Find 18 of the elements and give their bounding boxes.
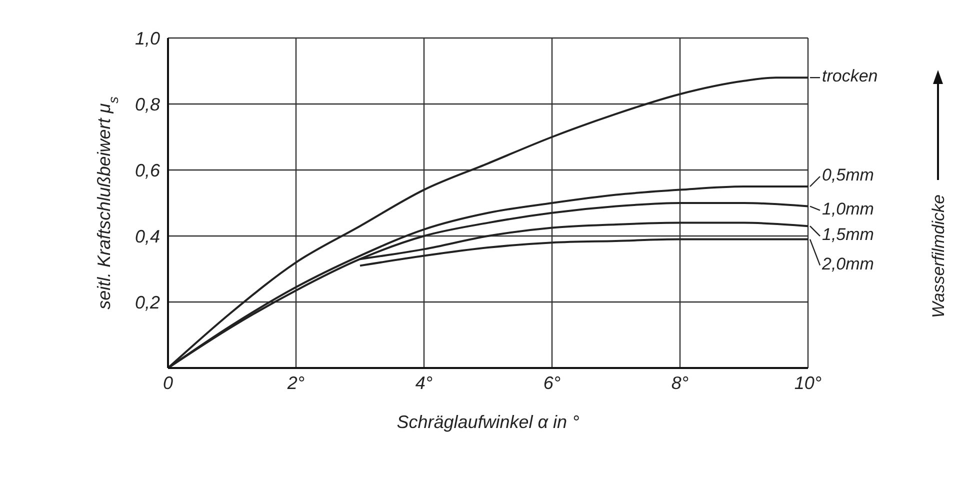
- x-tick-label: 4°: [415, 372, 433, 393]
- legend-label: 1,0mm: [822, 199, 874, 218]
- x-tick-label: 8°: [671, 372, 689, 393]
- y-tick-label: 0,4: [134, 226, 160, 246]
- x-tick-label: 10°: [794, 372, 822, 393]
- legend-label: 1,5mm: [822, 225, 874, 244]
- y-tick-label: 0,2: [134, 292, 160, 312]
- x-axis-title: Schräglaufwinkel α in °: [396, 412, 580, 432]
- text: Wasserfilmdicke: [929, 194, 948, 318]
- legend-label: 2,0mm: [821, 254, 874, 274]
- x-tick-label: 2°: [286, 372, 305, 393]
- legend-label: 0,5mm: [822, 166, 874, 184]
- x-tick-label: 0: [162, 372, 174, 393]
- y-tick-label: 1,0: [134, 28, 160, 48]
- y-tick-label: 0,8: [134, 94, 160, 114]
- legend-label: trocken: [822, 66, 878, 86]
- y-tick-label: 0,6: [134, 160, 161, 180]
- x-tick-label: 6°: [543, 372, 561, 393]
